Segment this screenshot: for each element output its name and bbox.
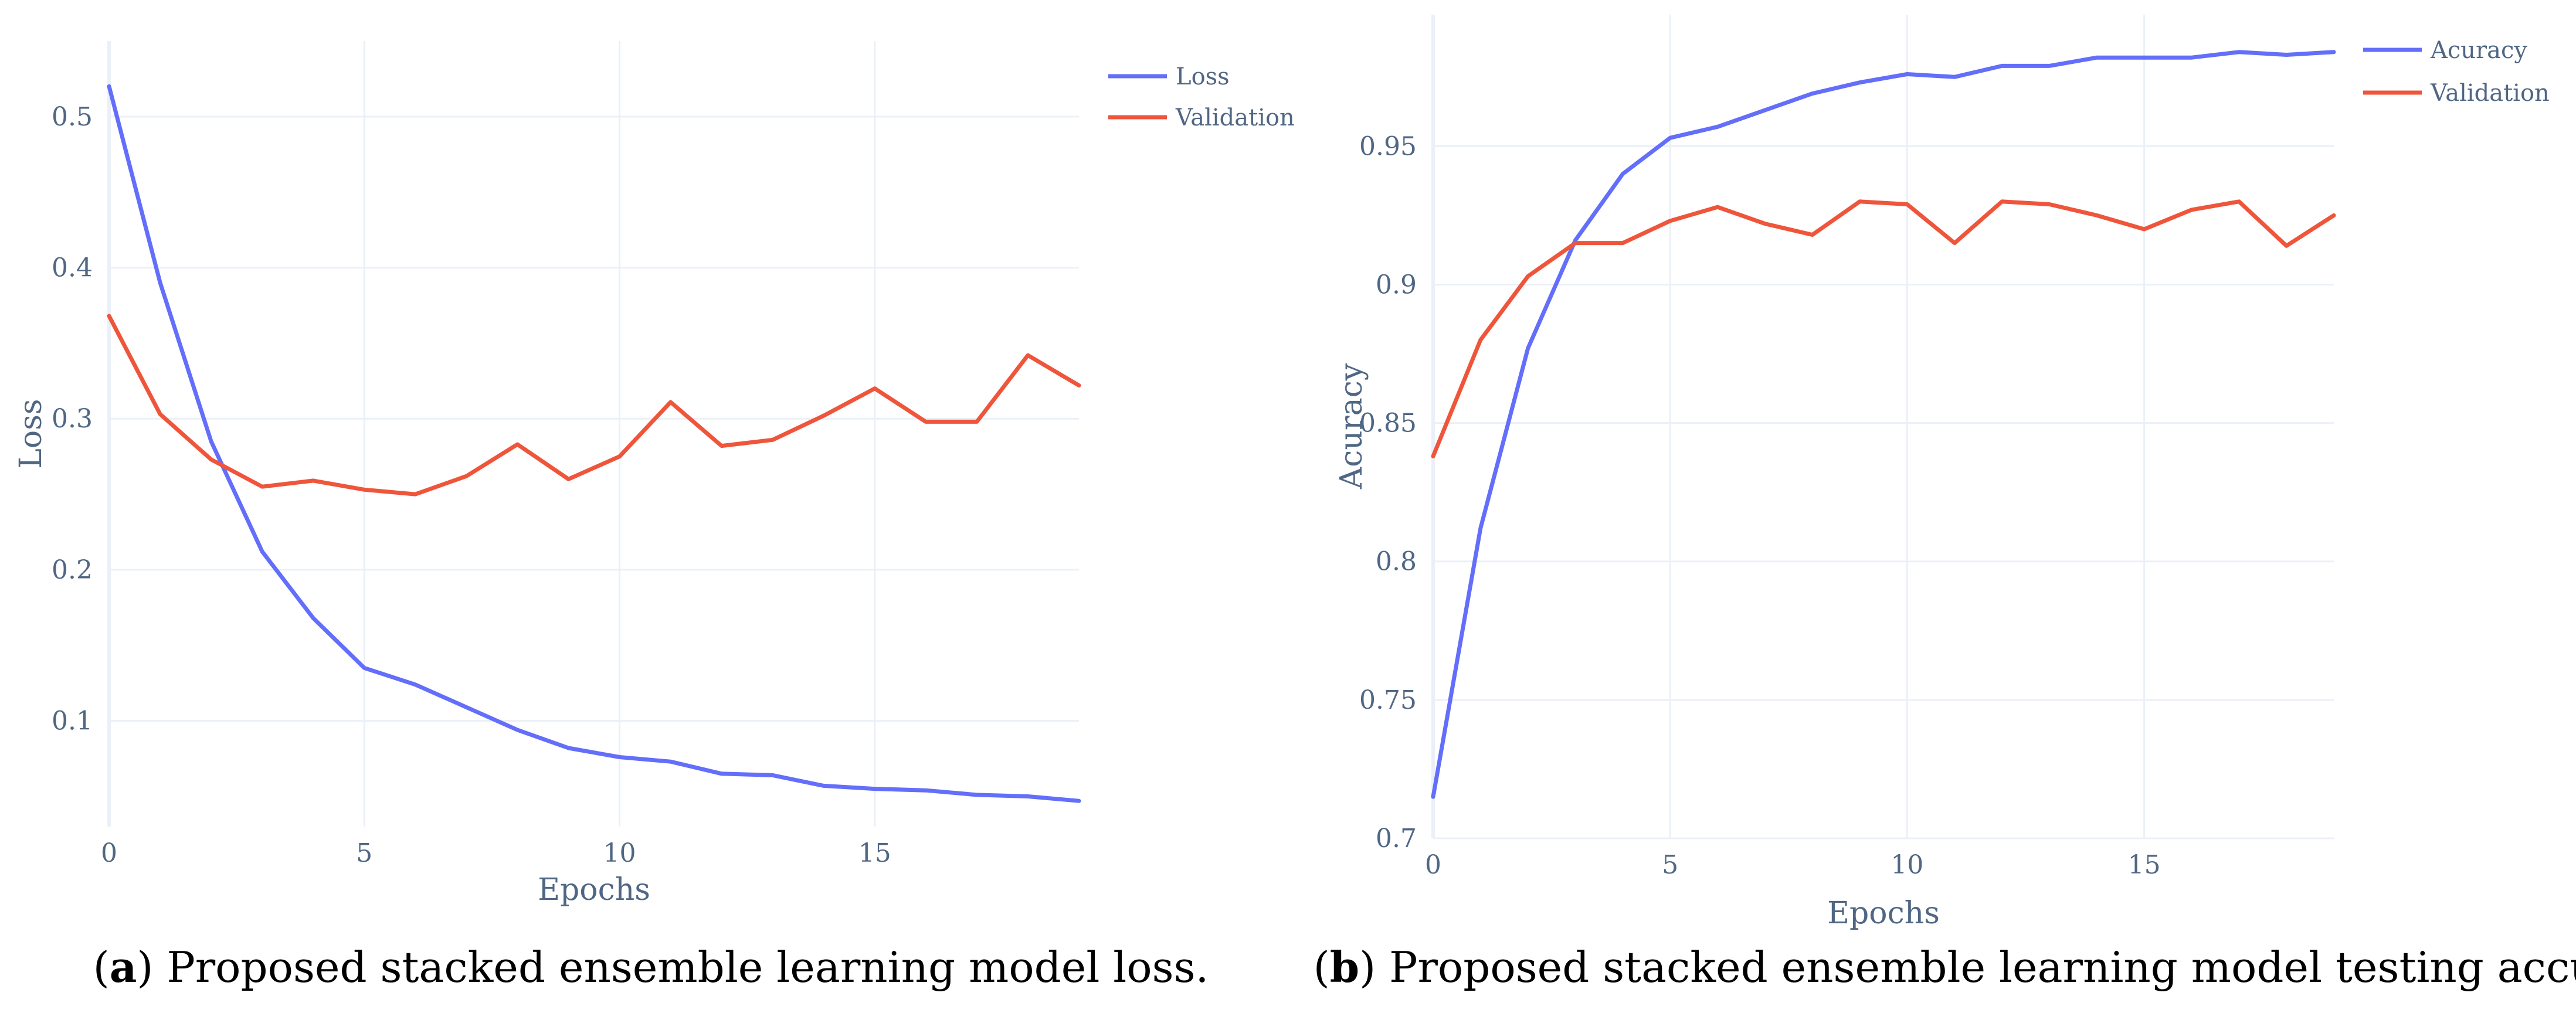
caption-part: ) Proposed stacked ensemble learning mod… (137, 943, 1209, 992)
loss-series-line (107, 84, 1081, 803)
acuracy-series-line (1431, 50, 2336, 799)
caption-part: a (110, 942, 137, 992)
y-tick-label: 0.1 (52, 706, 93, 736)
figure-caption: (a) Proposed stacked ensemble learning m… (93, 942, 1209, 992)
caption-part: ) Proposed stacked ensemble learning mod… (1359, 943, 2576, 992)
y-tick-label: 0.8 (1376, 547, 1417, 577)
legend-label-acuracy[interactable]: Acuracy (2430, 37, 2527, 64)
validation-series-line (107, 314, 1081, 497)
y-tick-label: 0.75 (1359, 685, 1417, 715)
y-tick-label: 0.9 (1376, 270, 1417, 300)
x-tick-label: 5 (356, 838, 372, 868)
loss-chart: 0 5 10 15 0.1 0.2 0.3 0.4 0.5 Epochs Loss Loss Valid… (13, 41, 1295, 992)
y-tick-label: 0.85 (1359, 409, 1417, 438)
x-axis-title: Epochs (538, 872, 650, 907)
y-tick-label: 0.95 (1359, 131, 1417, 161)
validation-series-line (1431, 199, 2336, 458)
legend-label-validation[interactable]: Validation (1175, 104, 1295, 131)
y-tick-label: 0.7 (1376, 824, 1417, 854)
caption-part: b (1330, 942, 1359, 992)
x-tick-label: 10 (603, 838, 636, 868)
y-tick-label: 0.2 (52, 555, 93, 585)
figure-caption: (b) Proposed stacked ensemble learning m… (1314, 942, 2576, 992)
x-axis-title: Epochs (1827, 896, 1940, 931)
x-tick-label: 15 (858, 838, 891, 868)
y-tick-label: 0.5 (52, 102, 93, 132)
y-tick-label: 0.4 (52, 253, 93, 283)
y-axis-title: Acuracy (1334, 363, 1369, 489)
x-tick-label: 0 (101, 838, 117, 868)
x-tick-label: 15 (2128, 850, 2161, 880)
accuracy-chart: 0 5 10 15 0.7 0.75 0.8 0.85 0.9 0.95 Epochs Acuracy… (1314, 15, 2576, 992)
y-tick-label: 0.3 (52, 404, 93, 434)
y-axis-title: Loss (13, 399, 49, 468)
caption-part: ( (93, 943, 110, 992)
legend-label-loss[interactable]: Loss (1176, 63, 1230, 90)
legend-label-validation[interactable]: Validation (2430, 80, 2550, 107)
x-tick-label: 0 (1425, 850, 1441, 880)
x-tick-label: 10 (1891, 850, 1923, 880)
x-tick-label: 5 (1662, 850, 1678, 880)
caption-part: ( (1314, 943, 1330, 992)
